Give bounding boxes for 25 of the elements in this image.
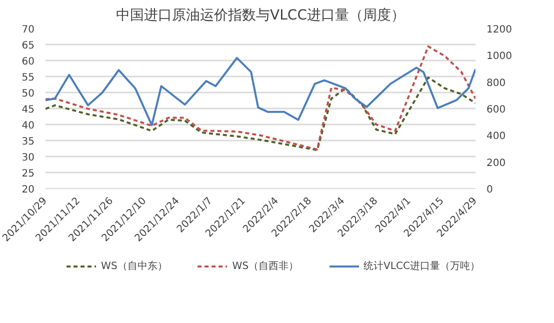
line-series (46, 45, 476, 150)
legend-label: 统计VLCC进口量（万吨） (364, 260, 480, 273)
y2-tick-label: 600 (486, 104, 506, 116)
y-tick-label: 45 (22, 104, 35, 116)
y2-tick-label: 800 (486, 78, 506, 89)
y2-tick-label: 1200 (486, 24, 512, 36)
y2-tick-label: 0 (486, 184, 493, 196)
y-tick-label: 25 (22, 168, 35, 180)
y-tick-label: 55 (22, 72, 35, 84)
y-tick-label: 35 (22, 136, 35, 148)
y-tick-label: 30 (22, 152, 35, 164)
y2-tick-label: 1000 (486, 51, 512, 62)
y-tick-label: 60 (22, 56, 35, 68)
legend-label: WS（自西非） (232, 260, 299, 273)
y-tick-label: 65 (22, 40, 35, 52)
chart-title: 中国进口原油运价指数与VLCC进口量（周度） (116, 8, 405, 24)
legend-label: WS（自中东） (101, 260, 168, 273)
line-series (46, 76, 476, 152)
y2-tick-label: 400 (486, 131, 506, 142)
y-tick-label: 50 (22, 88, 35, 100)
y-tick-label: 20 (22, 184, 35, 196)
y-tick-label: 70 (22, 24, 35, 36)
y2-tick-label: 200 (486, 158, 506, 169)
y-tick-label: 40 (22, 120, 35, 132)
line-series (46, 56, 476, 126)
